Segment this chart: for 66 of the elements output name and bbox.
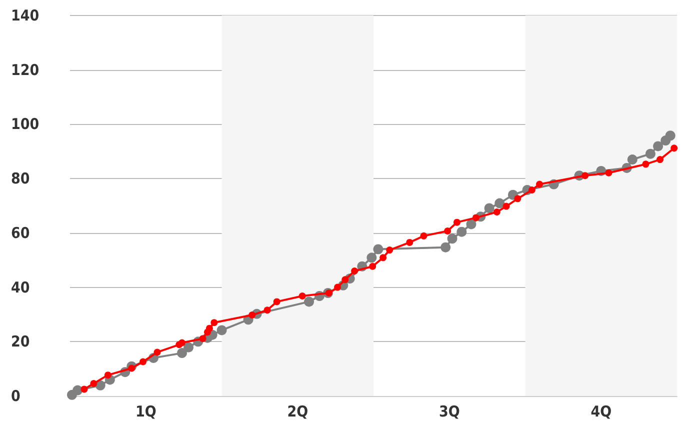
point <box>627 154 638 165</box>
y-tick-label: 40 <box>11 278 30 296</box>
y-tick-label: 20 <box>11 332 30 351</box>
y-tick-label: 120 <box>11 60 40 79</box>
point <box>453 218 460 226</box>
point <box>298 292 306 300</box>
point <box>536 180 544 188</box>
point <box>80 386 88 393</box>
point <box>210 319 218 326</box>
point <box>178 339 186 346</box>
point <box>128 364 136 372</box>
point <box>528 186 536 194</box>
x-tick-label: 4Q <box>590 402 612 420</box>
point <box>72 385 83 396</box>
point <box>184 342 194 352</box>
point <box>373 244 384 254</box>
point <box>665 130 676 141</box>
point <box>380 254 387 262</box>
point <box>206 324 213 332</box>
point <box>334 284 342 291</box>
point <box>502 202 510 210</box>
y-tick-label: 0 <box>11 387 20 405</box>
point <box>447 234 458 244</box>
point <box>440 242 451 252</box>
point <box>369 262 376 270</box>
point <box>466 219 476 230</box>
point <box>90 380 98 387</box>
point <box>264 306 271 314</box>
point <box>199 335 206 342</box>
point <box>514 195 522 202</box>
point <box>420 232 428 240</box>
point <box>154 348 161 356</box>
point <box>140 358 146 366</box>
point <box>670 144 678 152</box>
y-tick-label: 140 <box>11 6 40 24</box>
point <box>642 160 650 168</box>
point <box>493 208 500 216</box>
point <box>456 226 467 237</box>
point <box>582 172 589 180</box>
y-tick-label: 60 <box>11 224 30 242</box>
point <box>95 380 106 390</box>
point <box>406 238 414 246</box>
point <box>177 348 187 358</box>
y-tick-label: 80 <box>11 170 30 188</box>
point <box>494 198 505 208</box>
point <box>386 246 394 254</box>
point <box>216 325 227 336</box>
point <box>104 372 112 379</box>
point <box>645 148 656 159</box>
point <box>444 228 452 235</box>
point <box>342 276 349 284</box>
x-tick-label: 1Q <box>135 402 156 420</box>
point <box>484 203 494 214</box>
point <box>351 267 358 274</box>
x-tick-label: 3Q <box>438 402 460 420</box>
point <box>248 312 256 319</box>
x-tick-label: 2Q <box>287 402 308 420</box>
point <box>304 296 314 307</box>
point <box>472 214 480 222</box>
point <box>325 289 332 296</box>
point <box>273 298 280 306</box>
point <box>605 169 612 176</box>
point <box>656 156 664 164</box>
point <box>366 252 377 263</box>
y-tick-label: 100 <box>11 115 40 134</box>
point <box>653 141 664 152</box>
